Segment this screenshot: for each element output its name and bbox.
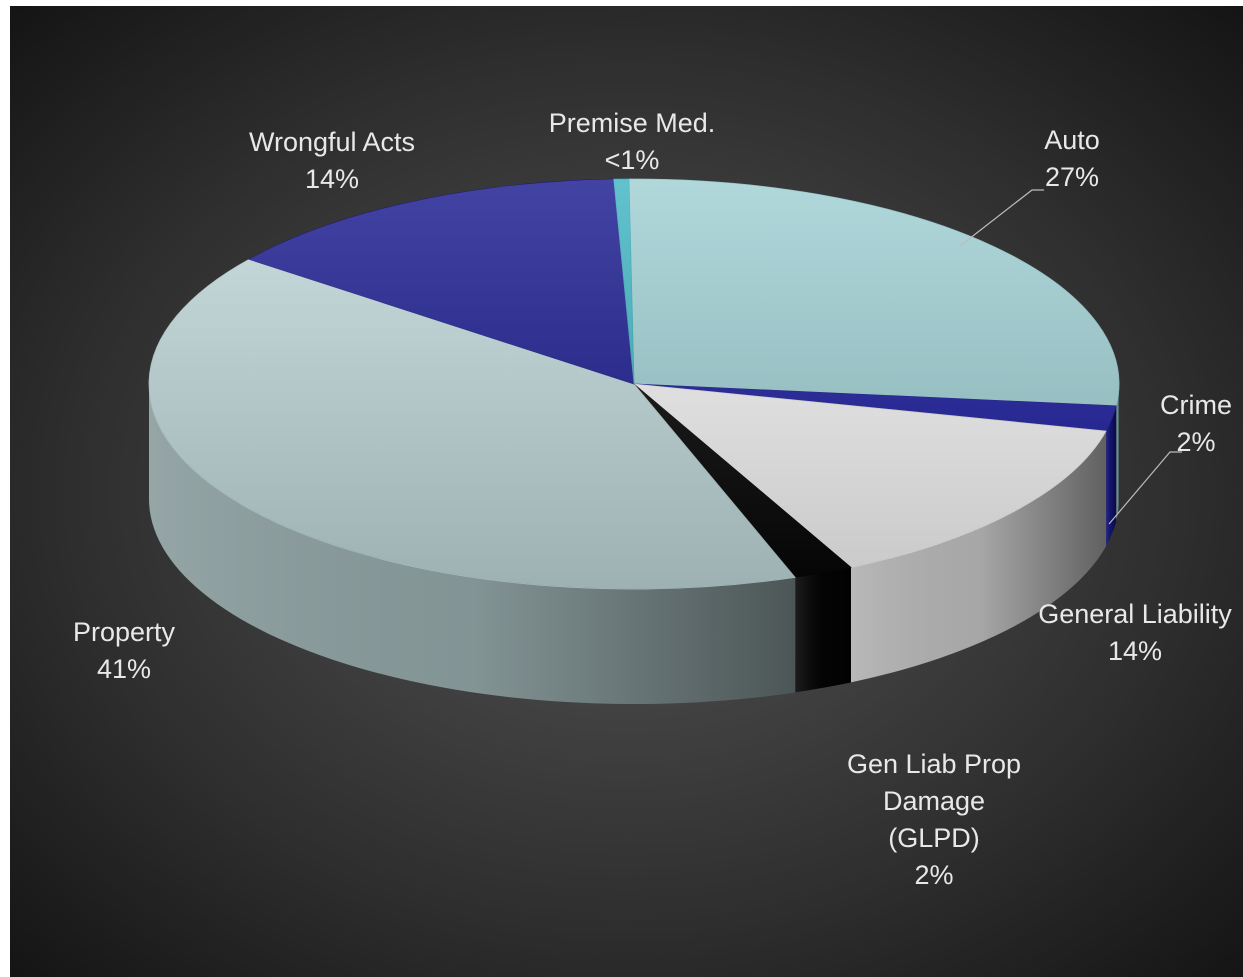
pie-top-shade (149, 179, 1119, 589)
slice-label-line: 14% (305, 164, 359, 194)
slice-label-line: Premise Med. (549, 108, 716, 138)
chart-frame: Auto 27% Crime 2% General Liability 14% Gen Li… (10, 6, 1243, 977)
slice-label-line: Gen Liab Prop (847, 749, 1021, 779)
pie-chart: Auto 27% Crime 2% General Liability 14% Gen Li… (10, 6, 1243, 977)
slice-label-line: 41% (97, 654, 151, 684)
slice-label-line: 27% (1045, 162, 1099, 192)
pie-top-gloss (149, 179, 1119, 589)
slice-label-line: Wrongful Acts (249, 127, 415, 157)
slice-label-line: <1% (605, 145, 660, 175)
slice-label-line: 2% (914, 860, 953, 890)
pie-side-shade-gen-liab-prop-damage-glpd (795, 567, 851, 692)
slice-label-line: Auto (1044, 125, 1100, 155)
slice-label-line: Damage (883, 786, 985, 816)
slice-label-line: (GLPD) (888, 823, 980, 853)
slice-label-line: 14% (1108, 636, 1162, 666)
slice-label-line: Property (73, 617, 176, 647)
slice-label-line: Crime (1160, 390, 1232, 420)
slice-label-line: General Liability (1038, 599, 1232, 629)
slice-label-line: 2% (1176, 427, 1215, 457)
